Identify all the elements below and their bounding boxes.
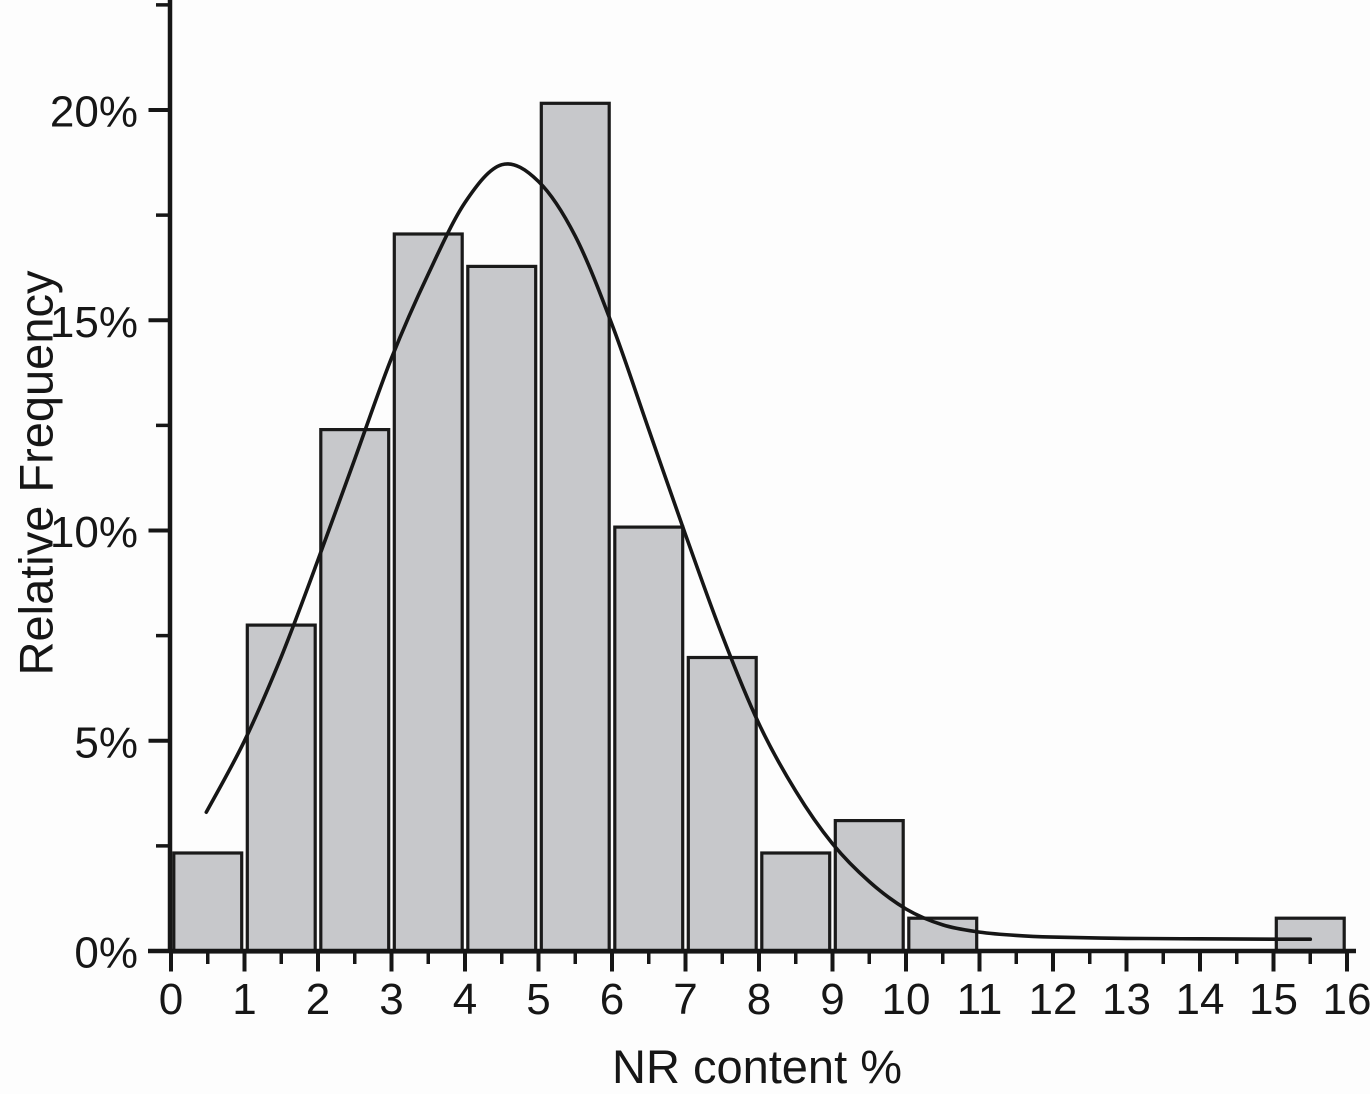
y-axis-title: Relative Frequency bbox=[10, 270, 63, 675]
x-tick-label: 3 bbox=[379, 975, 403, 1024]
x-tick-label: 4 bbox=[453, 975, 477, 1024]
x-tick-label: 6 bbox=[600, 975, 624, 1024]
x-tick-label: 0 bbox=[159, 975, 183, 1024]
x-tick-label: 2 bbox=[306, 975, 330, 1024]
x-tick-label: 16 bbox=[1323, 975, 1370, 1024]
fit-curve bbox=[204, 162, 1313, 942]
fit-curve-group bbox=[204, 162, 1313, 942]
axes-group bbox=[148, 0, 1356, 972]
histogram-bar bbox=[319, 428, 391, 954]
x-tick-label: 5 bbox=[526, 975, 550, 1024]
histogram-bar bbox=[466, 264, 538, 954]
histogram-bar bbox=[760, 851, 832, 954]
x-tick-label: 15 bbox=[1249, 975, 1298, 1024]
histogram-bar bbox=[245, 623, 317, 954]
histogram-bar bbox=[686, 655, 758, 954]
x-tick-label: 1 bbox=[232, 975, 256, 1024]
x-tick-label: 14 bbox=[1176, 975, 1225, 1024]
histogram-bar bbox=[539, 101, 611, 954]
x-tick-label: 13 bbox=[1102, 975, 1151, 1024]
y-tick-label: 5% bbox=[74, 718, 138, 767]
x-axis-title: NR content % bbox=[612, 1040, 902, 1093]
histogram-bar bbox=[392, 232, 464, 954]
histogram-bar bbox=[833, 818, 905, 954]
x-tick-label: 10 bbox=[882, 975, 931, 1024]
x-tick-label: 11 bbox=[957, 975, 1003, 1024]
x-tick-label: 8 bbox=[747, 975, 771, 1024]
histogram-bar bbox=[172, 851, 244, 954]
x-tick-label: 7 bbox=[673, 975, 697, 1024]
histogram-bar bbox=[1274, 916, 1346, 954]
x-tick-label: 9 bbox=[820, 975, 844, 1024]
bars-group bbox=[172, 101, 1346, 954]
y-tick-label: 0% bbox=[74, 929, 138, 978]
y-tick-label: 15% bbox=[50, 298, 138, 347]
tick-label-group: 0 1 2 3 4 5 6 7 8 9 10 11 12 13 14 15 160%5%10%15%20% bbox=[50, 88, 1370, 1025]
x-tick-label: 12 bbox=[1029, 975, 1078, 1024]
y-tick-label: 10% bbox=[50, 508, 138, 557]
histogram-bar bbox=[613, 525, 685, 954]
y-tick-label: 20% bbox=[50, 88, 138, 137]
